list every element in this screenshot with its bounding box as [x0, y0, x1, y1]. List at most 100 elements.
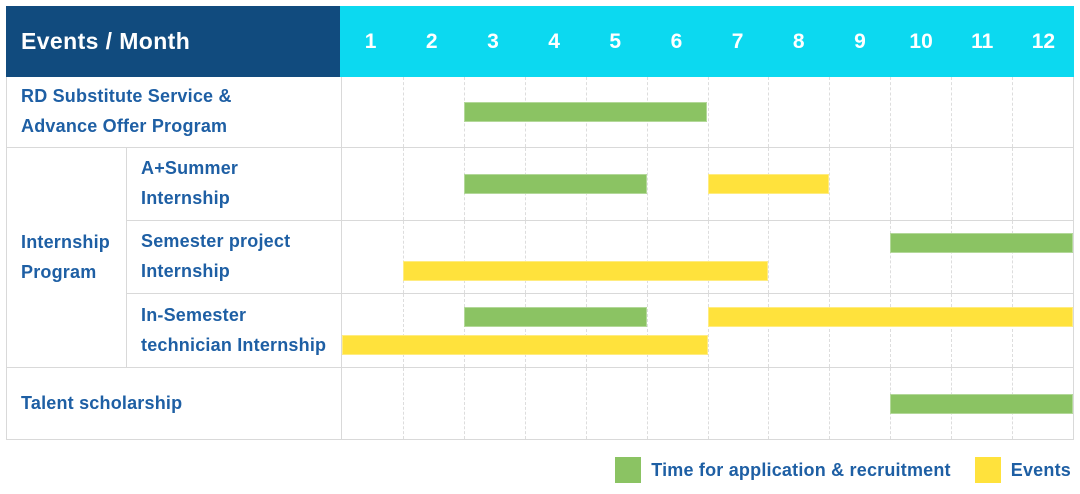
month-label-8: 8 — [792, 29, 805, 53]
bar-track — [342, 261, 1073, 281]
table-header-row: Events / Month 1 2 3 4 5 6 7 8 9 10 11 12 — [6, 6, 1074, 77]
bar-application — [890, 393, 1073, 414]
month-gridline — [951, 294, 953, 367]
month-gridline — [829, 221, 831, 293]
month-label-11: 11 — [971, 29, 994, 53]
month-gridline — [890, 77, 892, 147]
month-label-2: 2 — [425, 29, 438, 53]
month-label-7: 7 — [731, 29, 744, 53]
bar-track — [342, 174, 1073, 194]
month-gridline — [951, 77, 953, 147]
month-gridline — [402, 221, 404, 293]
month-gridline — [585, 294, 587, 367]
month-gridline — [707, 77, 709, 147]
month-gridline — [768, 294, 770, 367]
chart-cell — [341, 367, 1073, 439]
bar-application — [890, 233, 1073, 253]
bar-event — [707, 306, 1073, 327]
bar-event — [402, 261, 769, 281]
month-gridline — [890, 148, 892, 220]
month-gridline — [768, 221, 770, 293]
legend-swatch-event — [974, 457, 1001, 483]
bar-tracks — [342, 148, 1073, 220]
month-gridline — [646, 294, 648, 367]
month-gridline — [646, 368, 648, 439]
bar-tracks — [342, 221, 1073, 293]
bar-track — [342, 102, 1073, 122]
month-gridline — [951, 221, 953, 293]
month-gridline — [1012, 294, 1014, 367]
bar-tracks — [342, 368, 1073, 439]
row-label: Semester project Internship — [126, 220, 341, 293]
legend-label-application: Time for application & recruitment — [651, 459, 951, 480]
chart-cell — [341, 147, 1073, 220]
chart-cell — [341, 77, 1073, 147]
month-gridline — [524, 368, 526, 439]
month-gridline — [707, 221, 709, 293]
month-gridline — [463, 368, 465, 439]
table-title: Events / Month — [6, 6, 340, 77]
month-label-6: 6 — [670, 29, 683, 53]
month-gridline — [890, 221, 892, 293]
month-gridline — [524, 221, 526, 293]
gantt-table: Events / Month 1 2 3 4 5 6 7 8 9 10 11 12 RD Substi… — [6, 6, 1074, 440]
month-gridline — [524, 294, 526, 367]
month-gridline — [402, 148, 404, 220]
month-gridline — [585, 368, 587, 439]
month-gridline — [829, 294, 831, 367]
month-label-12: 12 — [1031, 29, 1056, 53]
bar-track — [342, 233, 1073, 253]
bar-application — [463, 102, 708, 122]
month-label-9: 9 — [854, 29, 866, 53]
chart-cell — [341, 293, 1073, 367]
bar-application — [463, 174, 647, 194]
month-gridline — [829, 368, 831, 439]
legend: Time for application & recruitment Events — [615, 457, 1071, 483]
month-gridline — [1012, 148, 1014, 220]
month-gridline — [707, 294, 709, 367]
legend-label-event: Events — [1010, 459, 1071, 480]
legend-swatch-application — [615, 457, 642, 483]
month-gridline — [707, 368, 709, 439]
month-gridline — [402, 294, 404, 367]
chart-cell — [341, 220, 1073, 293]
month-gridline — [890, 294, 892, 367]
row-label: RD Substitute Service & Advance Offer Pr… — [21, 86, 232, 136]
month-gridline — [646, 221, 648, 293]
month-gridline — [463, 221, 465, 293]
bar-event — [707, 174, 830, 194]
month-gridline — [646, 148, 648, 220]
month-label-10: 10 — [909, 29, 933, 53]
legend-item-application: Time for application & recruitment — [615, 457, 951, 483]
month-header: 1 2 3 4 5 6 7 8 9 10 11 12 — [340, 6, 1074, 77]
bar-event — [342, 334, 708, 355]
bar-track — [342, 334, 1073, 355]
bar-application — [463, 306, 647, 327]
month-label-3: 3 — [487, 29, 499, 53]
month-gridline — [1012, 221, 1014, 293]
month-gridline — [1012, 77, 1014, 147]
bar-tracks — [342, 77, 1073, 147]
bar-tracks — [342, 294, 1073, 367]
legend-item-event: Events — [974, 457, 1071, 483]
month-gridline — [951, 148, 953, 220]
table-body: RD Substitute Service & Advance Offer Pr… — [6, 77, 1074, 440]
month-label-4: 4 — [548, 29, 560, 53]
month-gridline — [402, 77, 404, 147]
row-label: In-Semester technician Internship — [126, 293, 341, 367]
bar-track — [342, 393, 1073, 414]
group-label: Internship Program — [7, 147, 126, 367]
bar-track — [342, 306, 1073, 327]
month-gridline — [768, 77, 770, 147]
month-label-5: 5 — [609, 29, 622, 53]
month-label-1: 1 — [364, 29, 377, 53]
month-gridline — [585, 221, 587, 293]
month-gridline — [768, 368, 770, 439]
month-gridline — [463, 294, 465, 367]
row-label: Talent scholarship — [7, 367, 341, 439]
month-gridline — [402, 368, 404, 439]
month-gridline — [829, 77, 831, 147]
month-gridline — [829, 148, 831, 220]
row-label: A+Summer Internship — [126, 147, 341, 220]
